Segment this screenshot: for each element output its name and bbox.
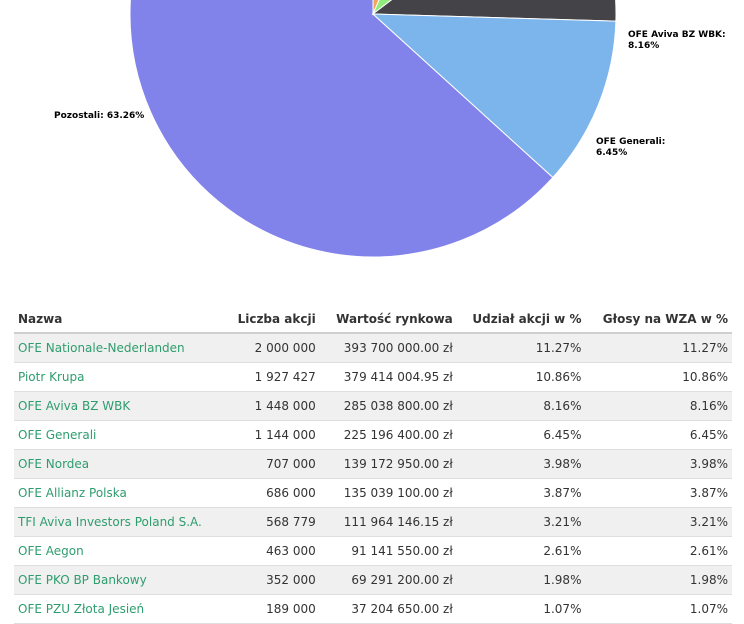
shares-cell: 2 000 000 <box>224 333 320 363</box>
pie-chart-svg: Pozostali: 63.26% OFE Generali: 6.45% OFE A… <box>54 0 726 258</box>
table-row: OFE Generali 1 144 000 225 196 400.00 zł 6.… <box>14 420 732 450</box>
holder-name-cell: OFE PKO BP Bankowy <box>14 565 225 595</box>
table-row: OFE Allianz Polska 686 000 135 039 100.00 … <box>14 478 732 508</box>
table-row: TFI Aviva Investors Poland S.A. 568 779 11… <box>14 507 732 537</box>
holder-name-cell: OFE Aegon <box>14 536 225 566</box>
holder-name-cell: OFE Nordea <box>14 449 225 479</box>
share-percent-cell: 10.86% <box>456 362 586 392</box>
table-row: OFE Aegon 463 000 91 141 550.00 zł 2.61% 2.6… <box>14 536 732 566</box>
holder-name-cell: OFE Allianz Polska <box>14 478 225 508</box>
holder-name-cell: OFE Generali <box>14 420 225 450</box>
market-value-cell: 135 039 100.00 zł <box>319 478 457 508</box>
votes-percent-cell: 11.27% <box>585 333 732 363</box>
votes-percent-cell: 3.98% <box>585 449 732 479</box>
table-row: OFE Aviva BZ WBK 1 448 000 285 038 800.00 … <box>14 391 732 421</box>
share-percent-cell: 1.98% <box>456 565 586 595</box>
pie-label-ofe-generali: OFE Generali: 6.45% <box>596 137 665 158</box>
votes-percent-cell: 1.98% <box>585 565 732 595</box>
shares-cell: 463 000 <box>224 536 320 566</box>
holder-link[interactable]: OFE Nationale-Nederlanden <box>18 341 185 355</box>
market-value-cell: 393 700 000.00 zł <box>319 333 457 363</box>
market-value-cell: 225 196 400.00 zł <box>319 420 457 450</box>
holder-link[interactable]: OFE Nordea <box>18 457 90 471</box>
table-row: OFE PZU Złota Jesień 189 000 37 204 650.00… <box>14 594 732 624</box>
shares-cell: 189 000 <box>224 594 320 624</box>
holder-link[interactable]: Piotr Krupa <box>18 370 85 384</box>
votes-percent-cell: 8.16% <box>585 391 732 421</box>
pie-label-pozostali: Pozostali: 63.26% <box>54 111 144 121</box>
header-name[interactable]: Nazwa <box>14 306 225 334</box>
votes-percent-cell: 3.87% <box>585 478 732 508</box>
votes-percent-cell: 6.45% <box>585 420 732 450</box>
holder-link[interactable]: TFI Aviva Investors Poland S.A. <box>18 515 202 529</box>
pie-label-ofe-aviva-bz-wbk: OFE Aviva BZ WBK: 8.16% <box>628 30 726 51</box>
header-votes-percent[interactable]: Głosy na WZA w % <box>585 306 732 334</box>
share-percent-cell: 6.45% <box>456 420 586 450</box>
table-row: OFE Nationale-Nederlanden 2 000 000 393 70… <box>14 333 732 363</box>
shares-cell: 1 927 427 <box>224 362 320 392</box>
share-percent-cell: 2.61% <box>456 536 586 566</box>
share-percent-cell: 8.16% <box>456 391 586 421</box>
table-row: Piotr Krupa 1 927 427 379 414 004.95 zł 10.… <box>14 362 732 392</box>
holder-link[interactable]: OFE Generali <box>18 428 97 442</box>
holder-link[interactable]: OFE Aviva BZ WBK <box>18 399 131 413</box>
share-percent-cell: 1.07% <box>456 594 586 624</box>
share-percent-cell: 3.98% <box>456 449 586 479</box>
market-value-cell: 139 172 950.00 zł <box>319 449 457 479</box>
market-value-cell: 285 038 800.00 zł <box>319 391 457 421</box>
votes-percent-cell: 1.07% <box>585 594 732 624</box>
holder-link[interactable]: OFE Aegon <box>18 544 84 558</box>
holder-name-cell: TFI Aviva Investors Poland S.A. <box>14 507 225 537</box>
holder-link[interactable]: OFE Allianz Polska <box>18 486 127 500</box>
table-row: OFE PKO BP Bankowy 352 000 69 291 200.00 z… <box>14 565 732 595</box>
pie-slice-ofe-nationale-nederlanden[interactable] <box>371 13 617 179</box>
pie-slice-pozostali[interactable] <box>129 0 554 258</box>
shares-cell: 568 779 <box>224 507 320 537</box>
header-share-percent[interactable]: Udział akcji w % <box>456 306 586 334</box>
share-percent-cell: 3.21% <box>456 507 586 537</box>
holder-name-cell: OFE Nationale-Nederlanden <box>14 333 225 363</box>
votes-percent-cell: 3.21% <box>585 507 732 537</box>
shares-cell: 1 448 000 <box>224 391 320 421</box>
votes-percent-cell: 10.86% <box>585 362 732 392</box>
shares-cell: 1 144 000 <box>224 420 320 450</box>
table-header-row: Nazwa Liczba akcji Wartość rynkowa Udzia… <box>14 306 732 334</box>
shareholders-table: Nazwa Liczba akcji Wartość rynkowa Udzia… <box>14 306 732 624</box>
votes-percent-cell: 2.61% <box>585 536 732 566</box>
holder-name-cell: OFE PZU Złota Jesień <box>14 594 225 624</box>
header-market-value[interactable]: Wartość rynkowa <box>319 306 457 334</box>
market-value-cell: 37 204 650.00 zł <box>319 594 457 624</box>
shares-cell: 352 000 <box>224 565 320 595</box>
table-row: OFE Nordea 707 000 139 172 950.00 zł 3.98% 3… <box>14 449 732 479</box>
shares-cell: 707 000 <box>224 449 320 479</box>
header-shares[interactable]: Liczba akcji <box>224 306 320 334</box>
market-value-cell: 111 964 146.15 zł <box>319 507 457 537</box>
market-value-cell: 91 141 550.00 zł <box>319 536 457 566</box>
shares-cell: 686 000 <box>224 478 320 508</box>
pie-chart: Pozostali: 63.26% OFE Generali: 6.45% OFE A… <box>0 0 744 290</box>
holder-name-cell: OFE Aviva BZ WBK <box>14 391 225 421</box>
market-value-cell: 379 414 004.95 zł <box>319 362 457 392</box>
share-percent-cell: 3.87% <box>456 478 586 508</box>
holder-link[interactable]: OFE PKO BP Bankowy <box>18 573 147 587</box>
pie-slice-piotr-krupa[interactable] <box>371 0 617 22</box>
holder-name-cell: Piotr Krupa <box>14 362 225 392</box>
holder-link[interactable]: OFE PZU Złota Jesień <box>18 602 145 616</box>
share-percent-cell: 11.27% <box>456 333 586 363</box>
market-value-cell: 69 291 200.00 zł <box>319 565 457 595</box>
table-body: OFE Nationale-Nederlanden 2 000 000 393 70… <box>14 333 732 624</box>
